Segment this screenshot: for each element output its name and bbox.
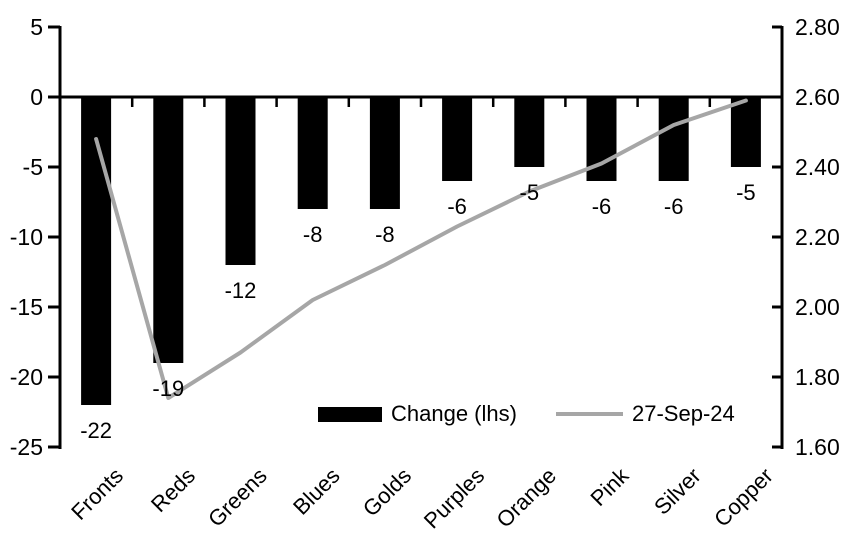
bar (514, 97, 545, 167)
right-axis-tick-label: 2.40 (795, 154, 840, 180)
bar (658, 97, 689, 181)
bar (369, 97, 400, 209)
bar (81, 97, 112, 405)
left-axis-tick-label: 0 (30, 84, 43, 110)
bar (730, 97, 761, 167)
right-axis-tick-label: 1.60 (795, 434, 840, 460)
bar-value-label: -19 (152, 376, 184, 401)
bar-value-label: -8 (303, 222, 323, 247)
bar-value-label: -12 (225, 278, 257, 303)
left-axis-tick-label: -10 (10, 224, 43, 250)
right-axis-tick-label: 1.80 (795, 364, 840, 390)
bar (442, 97, 473, 181)
left-axis-tick-label: -15 (10, 294, 43, 320)
left-axis-tick-label: -25 (10, 434, 43, 460)
bar-value-label: -6 (447, 194, 467, 219)
right-axis-tick-label: 2.80 (795, 14, 840, 40)
right-axis-tick-label: 2.00 (795, 294, 840, 320)
right-axis-tick-label: 2.20 (795, 224, 840, 250)
bar-value-label: -6 (592, 194, 612, 219)
bar-value-label: -5 (736, 180, 756, 205)
bar (297, 97, 328, 209)
bar-value-label: -22 (80, 418, 112, 443)
bar-value-label: -6 (664, 194, 684, 219)
left-axis-tick-label: -5 (23, 154, 43, 180)
bar-value-label: -5 (520, 180, 540, 205)
bar-value-label: -8 (375, 222, 395, 247)
left-axis-tick-label: 5 (30, 14, 43, 40)
left-axis-tick-label: -20 (10, 364, 43, 390)
right-axis-tick-label: 2.60 (795, 84, 840, 110)
bar (153, 97, 184, 363)
bar (225, 97, 256, 265)
line-series (94, 98, 748, 400)
